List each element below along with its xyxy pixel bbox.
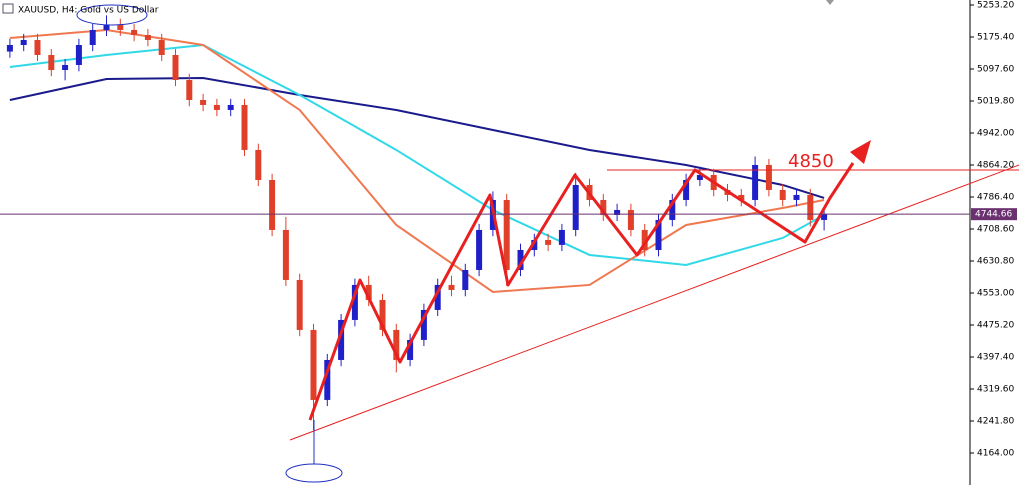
candle-body — [379, 299, 386, 330]
candle-body — [338, 319, 345, 360]
candle-body — [462, 269, 469, 290]
candle-body — [310, 329, 317, 400]
candle-body — [351, 284, 358, 320]
candle-body — [572, 184, 579, 230]
candle-body — [738, 194, 745, 200]
moving-average — [9, 43, 825, 266]
candle-body — [655, 219, 662, 250]
top-ellipse — [76, 4, 148, 26]
candle-body — [669, 199, 676, 220]
candle-body — [503, 199, 510, 270]
candle-body — [227, 104, 234, 110]
candle-body — [641, 229, 648, 250]
candle-body — [517, 249, 524, 270]
candle-body — [144, 35, 151, 40]
candle-body — [779, 189, 786, 200]
candle-body — [172, 54, 179, 80]
candle-body — [420, 309, 427, 340]
arrow-head — [850, 140, 871, 164]
candle-body — [407, 339, 414, 360]
y-tick-label: 5253.20 — [977, 1, 1014, 11]
candle-body — [6, 44, 13, 52]
y-tick-label: 4475.20 — [977, 321, 1014, 331]
candle-body — [821, 214, 828, 220]
candle-body — [296, 279, 303, 330]
y-tick-label: 4942.00 — [977, 129, 1014, 139]
candle-body — [434, 284, 441, 310]
shift-marker — [826, 0, 834, 5]
candle-body — [62, 64, 69, 71]
current-price-tag — [971, 208, 1017, 221]
candle-body — [614, 209, 621, 215]
y-tick-label: 4553.00 — [977, 289, 1014, 299]
y-tick-label: 4864.20 — [977, 161, 1014, 171]
candle-body — [393, 329, 400, 360]
candle-body — [600, 199, 607, 215]
candle-body — [324, 359, 331, 400]
candle-body — [103, 25, 110, 30]
candle-body — [20, 39, 27, 45]
candle-body — [807, 194, 814, 220]
candle-body — [531, 239, 538, 250]
candle-body — [558, 229, 565, 245]
moving-average — [9, 28, 825, 294]
candle-body — [282, 229, 289, 280]
candle-body — [117, 25, 124, 30]
candle-body — [75, 44, 82, 65]
plot — [6, 15, 828, 430]
candle-body — [48, 54, 55, 71]
trend-line — [289, 164, 1019, 441]
candle-body — [627, 209, 634, 230]
candle-body — [476, 229, 483, 270]
candle-body — [241, 104, 248, 150]
candle-body — [793, 194, 800, 200]
candle-body — [255, 149, 262, 180]
annotation: 4850 — [788, 151, 834, 172]
candle-body — [213, 104, 220, 110]
y-tick-label: 4397.40 — [977, 353, 1014, 363]
zigzag — [308, 162, 855, 421]
candle-body — [448, 284, 455, 290]
y-tick-label: 4630.80 — [977, 257, 1014, 267]
candle-body — [34, 39, 41, 55]
y-tick-label: 4164.00 — [977, 449, 1014, 459]
y-tick-label: 5175.40 — [977, 33, 1014, 43]
y-tick-label: 4708.60 — [977, 225, 1014, 235]
candle-body — [89, 29, 96, 45]
y-tick-label: 4241.80 — [977, 417, 1014, 427]
candle-body — [365, 284, 372, 300]
chart-title: XAUUSD, H4: Gold vs US Dollar — [18, 6, 159, 16]
y-tick-label: 4786.40 — [977, 193, 1014, 203]
current-price-label: 4744.66 — [975, 210, 1012, 220]
moving-average — [9, 76, 825, 199]
candle-body — [269, 179, 276, 230]
candle-body — [200, 99, 207, 105]
candle-body — [131, 29, 138, 36]
candle-body — [186, 79, 193, 100]
drawings — [76, 4, 1019, 483]
y-tick-label: 4319.60 — [977, 385, 1014, 395]
title-icon — [2, 3, 14, 14]
y-tick-label: 5097.60 — [977, 65, 1014, 75]
candle-body — [752, 164, 759, 200]
candle-body — [765, 164, 772, 190]
candle-body — [696, 174, 703, 180]
candle-body — [683, 179, 690, 200]
y-tick-label: 5019.80 — [977, 97, 1014, 107]
candle-body — [545, 239, 552, 245]
candle-body — [158, 39, 165, 55]
